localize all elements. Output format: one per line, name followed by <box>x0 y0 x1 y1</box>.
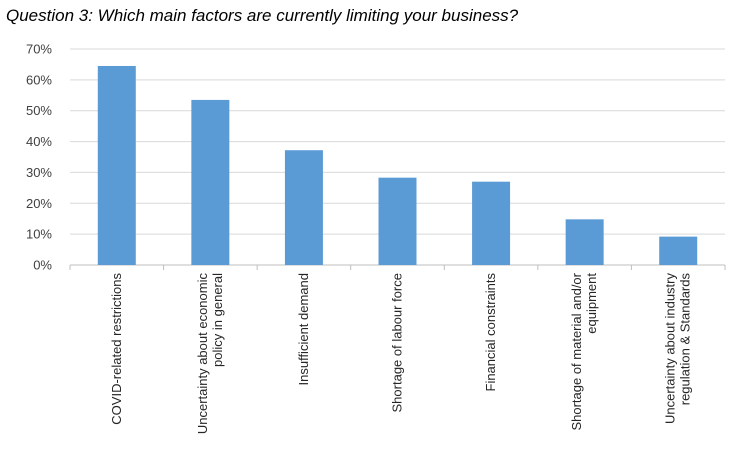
bar <box>472 181 511 265</box>
category-label: policy in general <box>210 273 225 367</box>
y-tick-label: 10% <box>26 227 52 242</box>
bar <box>284 150 323 265</box>
category-label: Financial constraints <box>483 273 498 392</box>
y-tick-label: 20% <box>26 196 52 211</box>
category-label: Shortage of material and/or <box>569 272 584 430</box>
y-tick-label: 30% <box>26 165 52 180</box>
category-label: regulation & Standards <box>678 273 693 406</box>
y-tick-label: 0% <box>33 258 52 273</box>
bar <box>659 236 698 265</box>
bar <box>378 177 417 265</box>
y-tick-label: 50% <box>26 103 52 118</box>
y-tick-label: 70% <box>26 42 52 57</box>
y-tick-label: 40% <box>26 134 52 149</box>
y-tick-label: 60% <box>26 72 52 87</box>
chart-title: Question 3: Which main factors are curre… <box>6 6 519 25</box>
category-label: COVID-related restrictions <box>109 273 124 425</box>
bar <box>97 65 136 265</box>
category-label: equipment <box>584 273 599 334</box>
category-label: Uncertainty about industry <box>663 273 678 425</box>
category-label: Insufficient demand <box>296 273 311 386</box>
category-label: Shortage of labour force <box>390 273 405 412</box>
category-label: Uncertainty about economic <box>195 273 210 435</box>
bar <box>565 219 604 265</box>
bar <box>191 99 230 266</box>
